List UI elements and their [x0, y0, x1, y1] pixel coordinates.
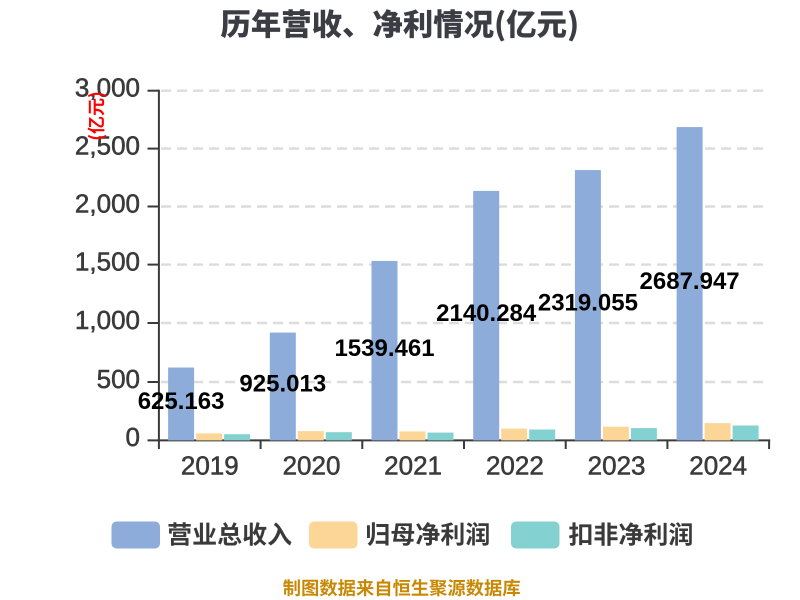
svg-text:925.013: 925.013 [239, 371, 326, 398]
svg-text:2019: 2019 [181, 451, 239, 481]
svg-text:2021: 2021 [384, 451, 442, 481]
svg-text:500: 500 [97, 364, 140, 394]
svg-text:1,000: 1,000 [75, 305, 140, 335]
svg-text:2020: 2020 [283, 451, 341, 481]
svg-text:625.163: 625.163 [138, 388, 225, 415]
svg-text:1539.461: 1539.461 [334, 335, 434, 362]
svg-text:2022: 2022 [486, 451, 544, 481]
svg-text:2023: 2023 [588, 451, 646, 481]
svg-text:2319.055: 2319.055 [538, 289, 638, 316]
svg-text:2687.947: 2687.947 [640, 268, 740, 295]
svg-text:2140.284: 2140.284 [436, 300, 537, 327]
svg-text:2,000: 2,000 [75, 188, 140, 218]
svg-text:1,500: 1,500 [75, 246, 140, 276]
svg-text:0: 0 [126, 422, 140, 452]
svg-text:3,000: 3,000 [75, 73, 140, 103]
svg-text:2024: 2024 [689, 451, 747, 481]
svg-text:2,500: 2,500 [75, 130, 140, 160]
